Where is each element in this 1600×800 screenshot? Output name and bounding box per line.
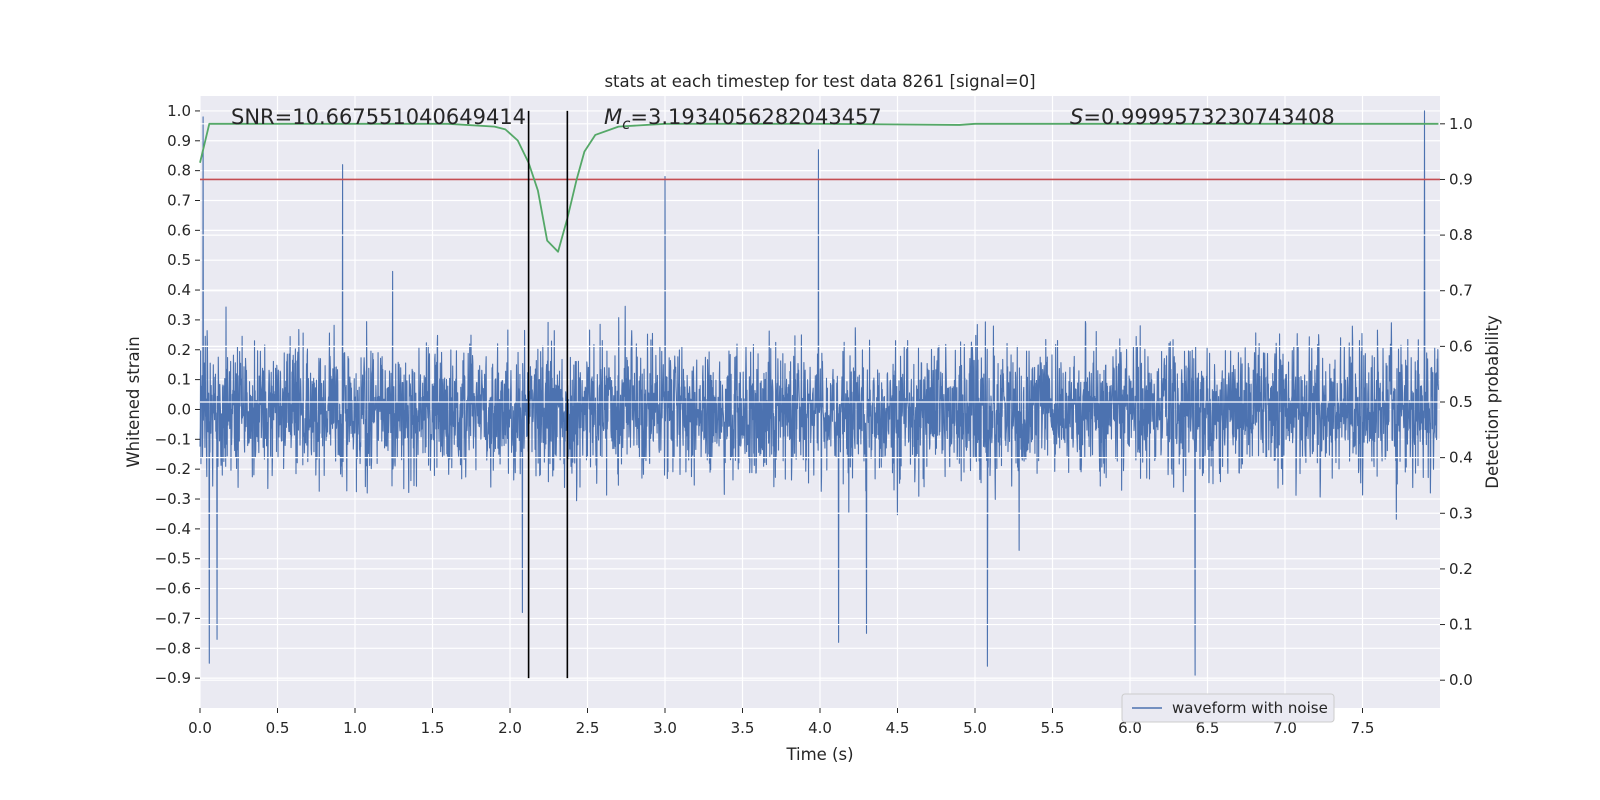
- chirp-mass-value: =3.1934056282043457: [630, 105, 881, 129]
- y-tick-label: −0.6: [155, 580, 191, 598]
- y-tick-label: −0.5: [155, 550, 191, 568]
- score-value: =0.9999573230743408: [1083, 105, 1334, 129]
- y2-tick-label: 0.9: [1449, 170, 1473, 188]
- y2-tick-label: 0.3: [1449, 504, 1473, 522]
- y-tick-label: 0.7: [167, 191, 191, 209]
- y2-tick-label: 0.5: [1449, 393, 1473, 411]
- y-tick-label: 0.4: [167, 281, 191, 299]
- waveform-series: [199, 110, 1439, 676]
- y-tick-label: 0.1: [167, 371, 191, 389]
- y-tick-label: 0.9: [167, 132, 191, 150]
- x-tick-label: 6.5: [1196, 719, 1220, 737]
- x-tick-label: 3.0: [653, 719, 677, 737]
- score-symbol: S: [1070, 105, 1083, 129]
- x-tick-label: 0.0: [188, 719, 212, 737]
- legend-box: [1121, 693, 1335, 723]
- chirp-mass-symbol: M: [604, 105, 622, 129]
- y2-tick-label: 0.4: [1449, 449, 1473, 467]
- waveform-line: [199, 110, 1439, 676]
- x-tick-label: 6.0: [1118, 719, 1142, 737]
- x-tick-label: 0.5: [266, 719, 290, 737]
- x-tick-label: 1.0: [343, 719, 367, 737]
- vertical-markers: [527, 110, 569, 679]
- x-axis-label: Time (s): [785, 745, 853, 764]
- x-tick-label: 2.0: [498, 719, 522, 737]
- y2-tick-label: 0.7: [1449, 282, 1473, 300]
- x-tick-label: 3.5: [731, 719, 755, 737]
- score-annotation: S=0.9999573230743408: [1070, 105, 1335, 129]
- y-tick-label: −0.1: [155, 430, 191, 448]
- y-tick-label: 0.6: [167, 221, 191, 239]
- axes: 0.0 0.5 1.0 1.5 2.0 2.5 3.0 3.5 4.0 4.5 5.0 5.5 6.0 6…: [155, 102, 1473, 737]
- y-axis-label: Whitened strain: [124, 336, 143, 467]
- y-tick-label: 0.8: [167, 162, 191, 180]
- y-tick-label: −0.9: [155, 669, 191, 687]
- y-tick-label: −0.4: [155, 520, 191, 538]
- x-tick-label: 4.0: [808, 719, 832, 737]
- y-tick-label: 0.5: [167, 251, 191, 269]
- y-tick-label: −0.7: [155, 609, 191, 627]
- x-tick-label: 1.5: [421, 719, 445, 737]
- y2-tick-label: 0.8: [1449, 226, 1473, 244]
- x-tick-label: 4.5: [886, 719, 910, 737]
- y-tick-label: −0.8: [155, 639, 191, 657]
- x-tick-label: 5.0: [963, 719, 987, 737]
- chirp-mass-subscript: c: [622, 115, 631, 133]
- x-tick-label: 2.5: [576, 719, 600, 737]
- legend-label: waveform with noise: [1172, 699, 1328, 717]
- y-tick-label: 0.3: [167, 311, 191, 329]
- y2-tick-label: 0.1: [1449, 616, 1473, 634]
- y-tick-label: 1.0: [167, 102, 191, 120]
- y-tick-label: −0.2: [155, 460, 191, 478]
- x-tick-label: 7.0: [1273, 719, 1297, 737]
- y2-axis-label: Detection probability: [1483, 315, 1502, 489]
- x-tick-label: 7.5: [1351, 719, 1375, 737]
- chart-title: stats at each timestep for test data 826…: [604, 72, 1035, 91]
- y2-tick-label: 0.0: [1449, 671, 1473, 689]
- legend: waveform with noise: [1121, 693, 1335, 723]
- y2-tick-label: 0.6: [1449, 337, 1473, 355]
- x-tick-label: 5.5: [1041, 719, 1065, 737]
- y-tick-label: 0.0: [167, 400, 191, 418]
- snr-annotation: SNR=10.667551040649414: [231, 105, 526, 129]
- y-tick-label: −0.3: [155, 490, 191, 508]
- chirp-mass-annotation: Mc=3.1934056282043457: [604, 105, 882, 133]
- threshold-layer: [200, 123, 1440, 681]
- y-tick-label: 0.2: [167, 341, 191, 359]
- y2-tick-label: 0.2: [1449, 560, 1473, 578]
- y2-tick-label: 1.0: [1449, 115, 1473, 133]
